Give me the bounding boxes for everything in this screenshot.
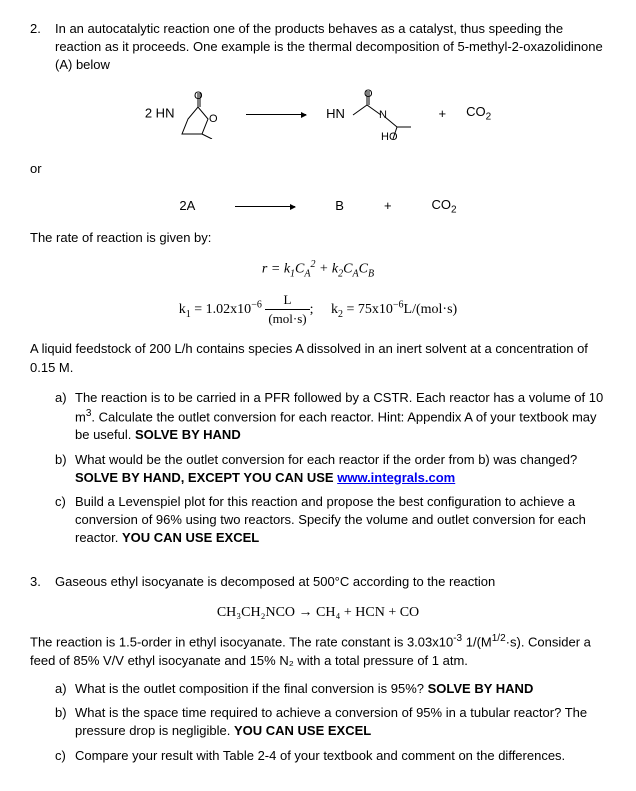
- co2-text: CO: [466, 104, 486, 119]
- q2-part-c: c) Build a Levenspiel plot for this reac…: [55, 493, 606, 548]
- oxazolidinone-structure: O O: [178, 89, 226, 139]
- question-3-header: 3. Gaseous ethyl isocyanate is decompose…: [30, 573, 606, 591]
- product-structure: O N HO: [349, 87, 419, 142]
- reactant-molecule: 2 HN O O: [145, 89, 226, 139]
- q3-part-b: b) What is the space time required to ac…: [55, 704, 606, 740]
- product-hn-label: HN: [326, 106, 345, 121]
- q2a-text: The reaction is to be carried in a PFR f…: [75, 389, 606, 445]
- svg-text:O: O: [194, 90, 203, 102]
- k1-den: (mol·s): [265, 310, 309, 328]
- or-label: or: [30, 160, 606, 178]
- q2a-bold: SOLVE BY HAND: [135, 427, 241, 442]
- reaction-scheme-structural: 2 HN O O HN O N HO: [30, 87, 606, 142]
- svg-text:O: O: [209, 113, 218, 125]
- simple-plus: +: [384, 197, 392, 215]
- q3-intro: Gaseous ethyl isocyanate is decomposed a…: [55, 573, 606, 591]
- q2c-text: Build a Levenspiel plot for this reactio…: [75, 493, 606, 548]
- q3-part-c: c) Compare your result with Table 2-4 of…: [55, 747, 606, 765]
- q2b-label: b): [55, 451, 75, 487]
- rate-ca: C: [295, 261, 304, 276]
- q3a-label: a): [55, 680, 75, 698]
- rate-k2: + k: [315, 261, 338, 276]
- k1-exp: −6: [251, 299, 262, 310]
- rate-constants: k1 = 1.02x10−6 L(mol·s); k2 = 75x10−6L/(…: [30, 291, 606, 328]
- k2-label: k: [331, 302, 338, 317]
- q3b-label: b): [55, 704, 75, 740]
- q2b-text: What would be the outlet conversion for …: [75, 451, 606, 487]
- q2-number: 2.: [30, 20, 45, 75]
- q3-number: 3.: [30, 573, 45, 591]
- reaction-arrow: [246, 114, 306, 115]
- q3-part-a: a) What is the outlet composition if the…: [55, 680, 606, 698]
- product-molecule: HN O N HO: [326, 87, 418, 142]
- k1-fraction: L(mol·s): [265, 291, 309, 328]
- q3-description: The reaction is 1.5-order in ethyl isocy…: [30, 632, 606, 670]
- rate-equation: r = k1CA2 + k2CACB: [30, 258, 606, 281]
- q2-part-a: a) The reaction is to be carried in a PF…: [55, 389, 606, 445]
- q3-half: 1/2: [492, 633, 506, 644]
- simple-arrow: [235, 206, 295, 207]
- rate-cb: C: [359, 261, 368, 276]
- k1-const: k1 = 1.02x10−6 L(mol·s);: [179, 302, 314, 317]
- svg-text:HO: HO: [381, 131, 398, 142]
- k1-label: k: [179, 302, 186, 317]
- rate-ca2: C: [343, 261, 352, 276]
- k2-unit: L/(mol·s): [404, 302, 458, 317]
- q3-reaction: CH₃CH₂NCO → CH₄ + HCN + CO: [30, 603, 606, 623]
- q3b-text: What is the space time required to achie…: [75, 704, 606, 740]
- simple-b: B: [335, 197, 344, 215]
- k2-eq: = 75x10: [343, 302, 393, 317]
- reactant-coeff-label: 2 HN: [145, 106, 175, 121]
- simple-co2: CO2: [432, 196, 457, 218]
- k2-exp: −6: [393, 299, 404, 310]
- q3c-text: Compare your result with Table 2-4 of yo…: [75, 747, 606, 765]
- q3a-t1: What is the outlet composition if the fi…: [75, 681, 428, 696]
- q2-part-b: b) What would be the outlet conversion f…: [55, 451, 606, 487]
- svg-text:O: O: [364, 88, 373, 100]
- svg-text:N: N: [379, 109, 387, 121]
- reaction-scheme-simple: 2A B + CO2: [30, 196, 606, 218]
- q2b-bold: SOLVE BY HAND, EXCEPT YOU CAN USE: [75, 470, 337, 485]
- q2c-label: c): [55, 493, 75, 548]
- co2-product: CO2: [466, 103, 491, 125]
- k1-num: L: [265, 291, 309, 310]
- feedstock-text: A liquid feedstock of 200 L/h contains s…: [30, 340, 606, 376]
- question-2-header: 2. In an autocatalytic reaction one of t…: [30, 20, 606, 75]
- q3-d1: The reaction is 1.5-order in ethyl isocy…: [30, 635, 453, 650]
- q3b-bold: YOU CAN USE EXCEL: [234, 723, 371, 738]
- q3-d2: 1/(M: [462, 635, 492, 650]
- rate-intro: The rate of reaction is given by:: [30, 229, 606, 247]
- simple-lhs: 2A: [179, 197, 195, 215]
- integrals-link[interactable]: www.integrals.com: [337, 470, 455, 485]
- simple-co2-text: CO: [432, 197, 452, 212]
- q3c-label: c): [55, 747, 75, 765]
- q2-intro: In an autocatalytic reaction one of the …: [55, 20, 606, 75]
- k2-const: k2 = 75x10−6L/(mol·s): [331, 302, 457, 317]
- q2b-bold-wrap: SOLVE BY HAND, EXCEPT YOU CAN USE www.in…: [75, 470, 455, 485]
- q2a-label: a): [55, 389, 75, 445]
- q2b-t1: What would be the outlet conversion for …: [75, 452, 577, 467]
- q3-exp: -3: [453, 633, 462, 644]
- q2c-bold: YOU CAN USE EXCEL: [122, 530, 259, 545]
- k1-eq: = 1.02x10: [191, 302, 251, 317]
- q3a-bold: SOLVE BY HAND: [428, 681, 534, 696]
- q3a-text: What is the outlet composition if the fi…: [75, 680, 606, 698]
- rate-r: r = k: [262, 261, 290, 276]
- plus-sign: +: [439, 105, 447, 123]
